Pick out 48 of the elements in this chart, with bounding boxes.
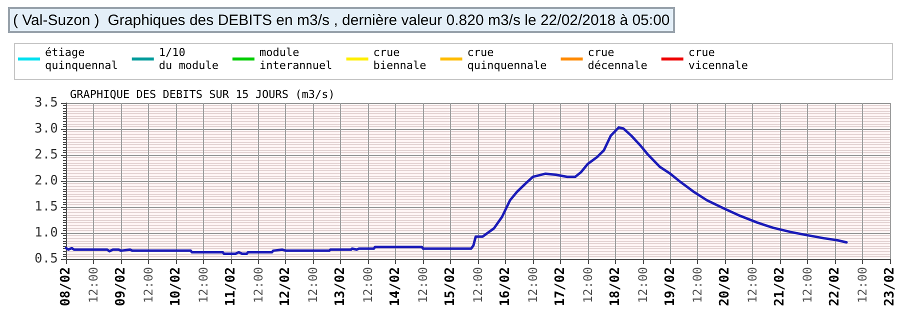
x-tick-label: 12:00 (580, 267, 595, 304)
x-tick-label: 16/02 (498, 267, 513, 306)
x-tick-label: 12:00 (251, 267, 266, 304)
line-series (64, 126, 848, 256)
legend-label: étiage quinquennal (45, 46, 118, 72)
x-tick-label: 08/02 (58, 267, 74, 306)
legend-label: crue vicennale (688, 46, 748, 72)
y-tick-label: 2.5 (34, 148, 58, 162)
y-tick-label: 3.5 (34, 96, 58, 110)
legend-label: module interannuel (259, 46, 332, 72)
x-tick-label: 12:00 (196, 267, 210, 304)
x-tick-label: 12:00 (361, 267, 376, 304)
legend-label: crue biennale (373, 46, 426, 72)
legend-label: crue quinquennale (467, 46, 547, 72)
x-tick-label: 12:00 (141, 267, 156, 304)
x-tick-label: 12:00 (306, 267, 320, 304)
y-tick-label: 0.5 (34, 252, 58, 266)
x-tick-label: 12:00 (526, 267, 540, 304)
x-tick-label: 12:00 (416, 267, 430, 304)
x-tick-label: 22/02 (828, 267, 843, 306)
x-tick-label: 12:00 (86, 267, 100, 304)
chart-title: ( Val-Suzon ) Graphiques des DEBITS en m3/s , dernière valeur 0.820 m3/s le 22/02/2018 à 05:00 (13, 12, 670, 29)
x-tick-label: 11/02 (223, 267, 238, 306)
x-tick-label: 12:00 (800, 267, 815, 304)
x-tick-label: 12/02 (278, 267, 294, 306)
x-tick-label: 12:00 (636, 267, 650, 304)
y-tick-label: 2.0 (34, 174, 58, 188)
x-tick-label: 23/02 (882, 267, 898, 306)
legend-label: crue décennale (588, 46, 648, 72)
x-tick-label: 18/02 (608, 267, 623, 306)
x-tick-label: 20/02 (718, 267, 733, 306)
x-tick-label: 12:00 (690, 267, 705, 304)
y-tick-label: 1.5 (34, 200, 58, 214)
legend-label: 1/10 du module (158, 46, 218, 72)
x-tick-label: 17/02 (552, 267, 568, 306)
x-tick-label: 13/02 (333, 267, 348, 306)
x-tick-label: 09/02 (113, 267, 128, 306)
x-tick-label: 19/02 (662, 267, 678, 306)
x-tick-label: 15/02 (443, 267, 458, 306)
x-tick-label: 12:00 (746, 267, 760, 304)
y-tick-label: 3.0 (34, 122, 58, 136)
x-tick-label: 10/02 (168, 267, 184, 306)
x-tick-label: 14/02 (388, 267, 404, 306)
chart-subtitle: GRAPHIQUE DES DEBITS SUR 15 JOURS (m3/s) (70, 88, 335, 101)
y-tick-label: 1.0 (34, 226, 58, 240)
x-tick-label: 21/02 (772, 267, 788, 306)
x-tick-label: 12:00 (856, 267, 870, 304)
x-tick-label: 12:00 (471, 267, 485, 304)
